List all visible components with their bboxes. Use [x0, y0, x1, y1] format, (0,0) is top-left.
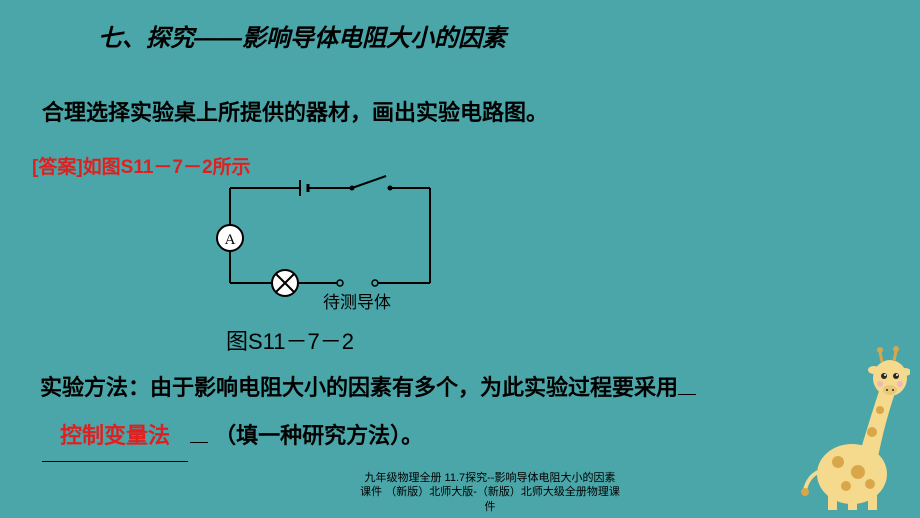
svg-text:A: A	[225, 232, 236, 248]
circuit-diagram: A 待测导体	[200, 168, 470, 323]
footer-text: 九年级物理全册 11.7探究--影响导体电阻大小的因素课件 （新版）北师大版-（…	[360, 471, 620, 514]
page-title: 七、探究——影响导体电阻大小的因素	[98, 18, 506, 53]
instruction-text: 合理选择实验桌上所提供的器材，画出实验电路图。	[42, 95, 548, 127]
svg-text:待测导体: 待测导体	[323, 293, 391, 312]
fill-blank-answer: 控制变量法	[42, 412, 188, 461]
method-suffix: （填一种研究方法）。	[214, 423, 423, 448]
giraffe-decoration	[790, 342, 910, 512]
figure-label: 图S11－7－2	[226, 324, 354, 356]
method-text: 实验方法：由于影响电阻大小的因素有多个，为此实验过程要采用控制变量法 （填一种研…	[40, 364, 800, 462]
method-prefix: 实验方法：由于影响电阻大小的因素有多个，为此实验过程要采用	[40, 375, 678, 400]
